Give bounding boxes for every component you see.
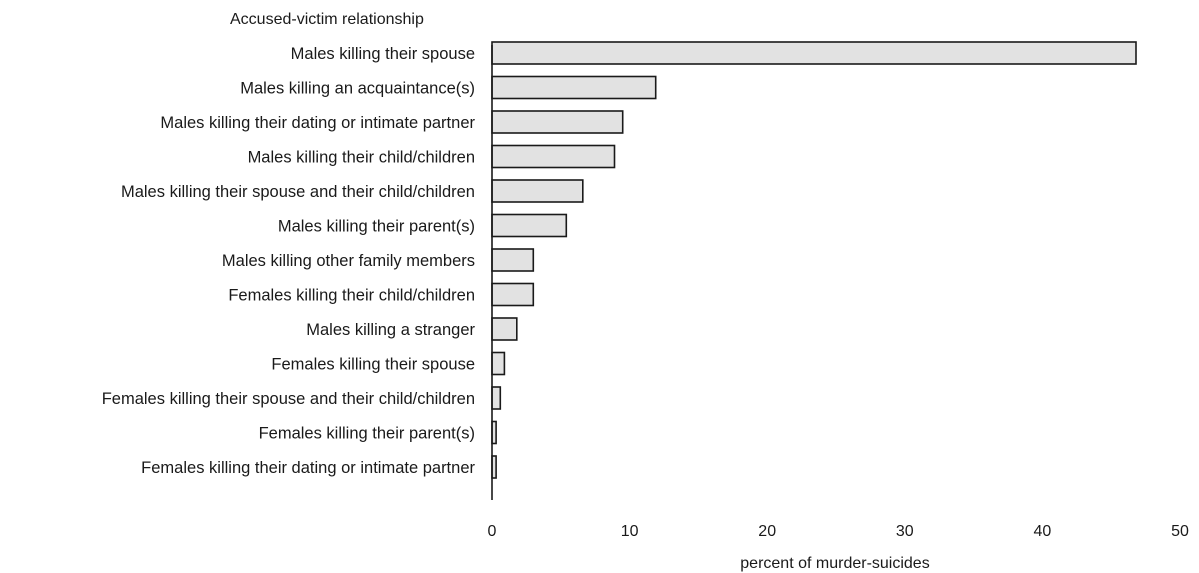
bar: [491, 144, 616, 169]
category-label: Males killing other family members: [222, 252, 475, 270]
bar: [491, 351, 506, 376]
bar: [491, 386, 502, 410]
x-tick-label: 10: [621, 523, 639, 540]
category-labels: Males killing their spouse Males killing …: [102, 45, 476, 477]
category-label: Males killing their spouse and their chi…: [121, 183, 475, 201]
y-axis-title: Accused-victim relationship: [230, 11, 424, 28]
category-label: Males killing their parent(s): [278, 218, 475, 236]
category-label: Males killing their child/children: [248, 149, 475, 167]
category-label: Males killing an acquaintance(s): [240, 80, 475, 98]
category-label: Females killing their child/children: [228, 287, 475, 305]
x-tick-label: 0: [488, 523, 497, 540]
category-label: Males killing their dating or intimate p…: [160, 114, 475, 132]
category-label: Males killing their spouse: [291, 45, 475, 63]
category-label: Males killing a stranger: [306, 321, 475, 339]
x-tick-label: 50: [1171, 523, 1189, 540]
bar: [491, 213, 568, 238]
x-tick-label: 40: [1034, 523, 1052, 540]
bar: [491, 317, 518, 341]
bar: [491, 75, 657, 100]
x-axis-ticks: 0 10 20 30 40 50: [488, 523, 1189, 540]
bar: [491, 248, 535, 272]
x-tick-label: 30: [896, 523, 914, 540]
bar: [491, 179, 584, 203]
bar: [491, 41, 1137, 65]
category-label: Females killing their parent(s): [259, 425, 475, 443]
bar: [491, 110, 624, 134]
x-tick-label: 20: [758, 523, 776, 540]
bar: [491, 282, 535, 307]
category-label: Females killing their spouse: [271, 356, 475, 374]
x-axis-title: percent of murder-suicides: [740, 555, 929, 572]
bars-layer: [491, 41, 1137, 479]
category-label: Females killing their dating or intimate…: [141, 459, 475, 477]
category-label: Females killing their spouse and their c…: [102, 390, 475, 408]
